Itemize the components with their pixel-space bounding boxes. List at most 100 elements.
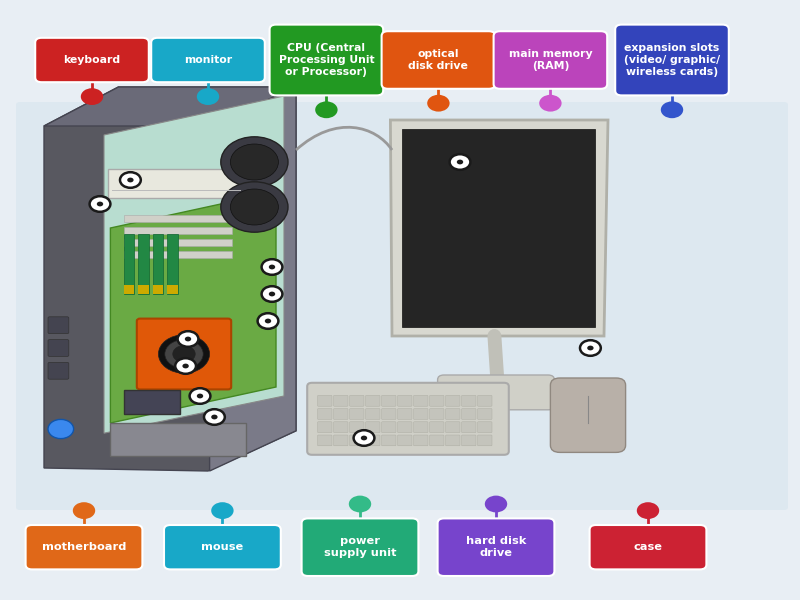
Circle shape — [175, 358, 196, 374]
FancyBboxPatch shape — [167, 285, 178, 294]
Circle shape — [450, 154, 470, 170]
FancyBboxPatch shape — [402, 129, 595, 327]
Circle shape — [587, 346, 594, 350]
FancyBboxPatch shape — [414, 395, 428, 406]
FancyBboxPatch shape — [334, 435, 348, 446]
Text: motherboard: motherboard — [42, 542, 126, 552]
FancyBboxPatch shape — [382, 435, 396, 446]
FancyBboxPatch shape — [48, 362, 69, 379]
FancyBboxPatch shape — [462, 422, 476, 433]
Circle shape — [262, 286, 282, 302]
FancyBboxPatch shape — [16, 102, 788, 510]
FancyBboxPatch shape — [164, 525, 281, 569]
FancyBboxPatch shape — [590, 525, 706, 569]
Circle shape — [457, 160, 463, 164]
FancyBboxPatch shape — [270, 25, 383, 95]
FancyBboxPatch shape — [318, 409, 332, 419]
FancyBboxPatch shape — [124, 251, 232, 258]
FancyBboxPatch shape — [446, 422, 460, 433]
FancyBboxPatch shape — [167, 234, 178, 294]
FancyBboxPatch shape — [302, 518, 418, 576]
FancyBboxPatch shape — [334, 395, 348, 406]
FancyBboxPatch shape — [350, 435, 364, 446]
Circle shape — [120, 172, 141, 188]
Circle shape — [265, 319, 271, 323]
FancyBboxPatch shape — [382, 395, 396, 406]
FancyBboxPatch shape — [124, 239, 232, 246]
FancyBboxPatch shape — [478, 422, 492, 433]
FancyBboxPatch shape — [110, 423, 246, 456]
FancyBboxPatch shape — [48, 340, 69, 356]
Circle shape — [427, 95, 450, 112]
Circle shape — [269, 292, 275, 296]
FancyBboxPatch shape — [446, 409, 460, 419]
FancyBboxPatch shape — [478, 395, 492, 406]
Circle shape — [211, 502, 234, 519]
FancyBboxPatch shape — [366, 435, 380, 446]
Circle shape — [349, 496, 371, 512]
FancyBboxPatch shape — [153, 234, 163, 294]
Circle shape — [539, 95, 562, 112]
FancyBboxPatch shape — [108, 169, 244, 198]
Text: hard disk
drive: hard disk drive — [466, 536, 526, 558]
FancyBboxPatch shape — [398, 435, 412, 446]
Circle shape — [269, 265, 275, 269]
Circle shape — [580, 340, 601, 356]
Circle shape — [637, 502, 659, 519]
FancyBboxPatch shape — [350, 422, 364, 433]
Circle shape — [485, 496, 507, 512]
Text: CPU (Central
Processing Unit
or Processor): CPU (Central Processing Unit or Processo… — [278, 43, 374, 77]
FancyBboxPatch shape — [318, 395, 332, 406]
Circle shape — [178, 331, 198, 347]
Circle shape — [73, 502, 95, 519]
FancyBboxPatch shape — [494, 31, 607, 89]
FancyBboxPatch shape — [382, 422, 396, 433]
FancyBboxPatch shape — [138, 285, 149, 294]
Text: mouse: mouse — [202, 542, 243, 552]
FancyBboxPatch shape — [124, 227, 232, 234]
FancyBboxPatch shape — [124, 234, 134, 294]
Circle shape — [127, 178, 134, 182]
Polygon shape — [104, 96, 284, 433]
Circle shape — [262, 259, 282, 275]
Text: optical
disk drive: optical disk drive — [409, 49, 468, 71]
FancyBboxPatch shape — [124, 285, 134, 294]
FancyBboxPatch shape — [318, 435, 332, 446]
FancyBboxPatch shape — [350, 409, 364, 419]
FancyBboxPatch shape — [430, 395, 444, 406]
FancyBboxPatch shape — [462, 435, 476, 446]
Polygon shape — [390, 120, 608, 336]
FancyBboxPatch shape — [615, 25, 729, 95]
Circle shape — [230, 189, 278, 225]
Polygon shape — [44, 87, 296, 471]
Text: main memory
(RAM): main memory (RAM) — [509, 49, 592, 71]
FancyBboxPatch shape — [414, 435, 428, 446]
FancyBboxPatch shape — [478, 435, 492, 446]
FancyBboxPatch shape — [398, 395, 412, 406]
FancyBboxPatch shape — [334, 409, 348, 419]
FancyBboxPatch shape — [48, 317, 69, 334]
FancyBboxPatch shape — [430, 409, 444, 419]
FancyBboxPatch shape — [462, 409, 476, 419]
FancyBboxPatch shape — [414, 409, 428, 419]
FancyBboxPatch shape — [153, 285, 163, 294]
Polygon shape — [44, 87, 296, 126]
FancyBboxPatch shape — [462, 395, 476, 406]
Circle shape — [81, 88, 103, 105]
FancyBboxPatch shape — [430, 422, 444, 433]
FancyBboxPatch shape — [124, 390, 180, 414]
Circle shape — [258, 313, 278, 329]
FancyBboxPatch shape — [438, 518, 554, 576]
FancyBboxPatch shape — [478, 409, 492, 419]
FancyBboxPatch shape — [138, 234, 149, 294]
FancyBboxPatch shape — [446, 435, 460, 446]
Circle shape — [361, 436, 367, 440]
Circle shape — [661, 101, 683, 118]
FancyBboxPatch shape — [398, 422, 412, 433]
Circle shape — [204, 409, 225, 425]
Circle shape — [165, 340, 203, 368]
Circle shape — [185, 337, 191, 341]
FancyBboxPatch shape — [26, 525, 142, 569]
FancyBboxPatch shape — [318, 422, 332, 433]
Circle shape — [158, 335, 210, 373]
